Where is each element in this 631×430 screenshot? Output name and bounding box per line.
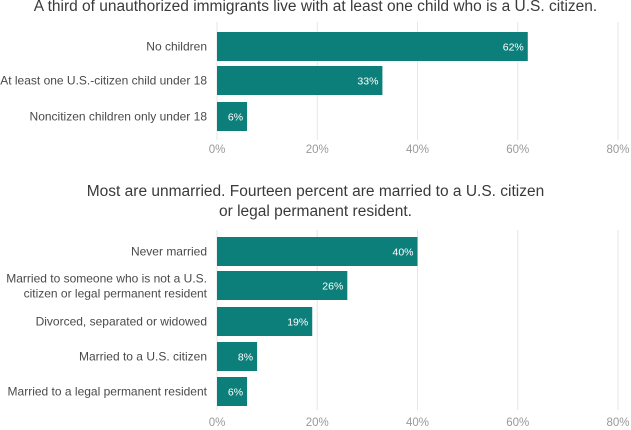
chart-title: Most are unmarried. Fourteen percent are… xyxy=(86,183,545,220)
category-label: Married to someone who is not a U.S. citi… xyxy=(6,272,207,301)
data-label: 33% xyxy=(357,76,378,88)
bar xyxy=(217,32,528,61)
category-label: Married to a legal permanent resident xyxy=(8,385,208,399)
bar xyxy=(217,271,348,300)
tick-label: 80% xyxy=(606,417,629,429)
data-label: 26% xyxy=(322,281,343,293)
tick-label: 40% xyxy=(406,417,429,429)
tick-label: 20% xyxy=(306,417,329,429)
category-label: No children xyxy=(146,40,207,54)
tick-label: 20% xyxy=(306,144,329,156)
category-label: Noncitizen children only under 18 xyxy=(30,110,208,124)
data-label: 19% xyxy=(287,317,308,329)
data-label: 40% xyxy=(392,247,413,259)
tick-label: 60% xyxy=(506,417,529,429)
category-label: Married to a U.S. citizen xyxy=(79,350,207,364)
bar xyxy=(217,237,418,266)
data-label: 6% xyxy=(228,387,243,399)
tick-label: 60% xyxy=(506,144,529,156)
bar xyxy=(217,102,248,131)
chart-title: A third of unauthorized immigrants live … xyxy=(33,0,598,15)
bar-chart-children: 0% 20% 40% 60% 80% 62% No children 33% At least … xyxy=(0,22,630,156)
tick-label: 0% xyxy=(209,417,226,429)
data-label: 6% xyxy=(228,112,243,124)
tick-label: 0% xyxy=(209,144,226,156)
tick-label: 80% xyxy=(606,144,629,156)
data-label: 8% xyxy=(238,352,253,364)
bar xyxy=(217,342,258,371)
tick-label: 40% xyxy=(406,144,429,156)
category-label: Divorced, separated or widowed xyxy=(36,315,207,329)
bar-chart-marital: 0% 20% 40% 60% 80% 40% Never married 26% Married… xyxy=(6,230,630,429)
bar xyxy=(217,66,383,95)
bar xyxy=(217,307,313,336)
category-label: Never married xyxy=(131,245,207,259)
data-label: 62% xyxy=(503,42,524,54)
category-label: At least one U.S.-citizen child under 18 xyxy=(0,74,207,88)
bar xyxy=(217,377,248,406)
